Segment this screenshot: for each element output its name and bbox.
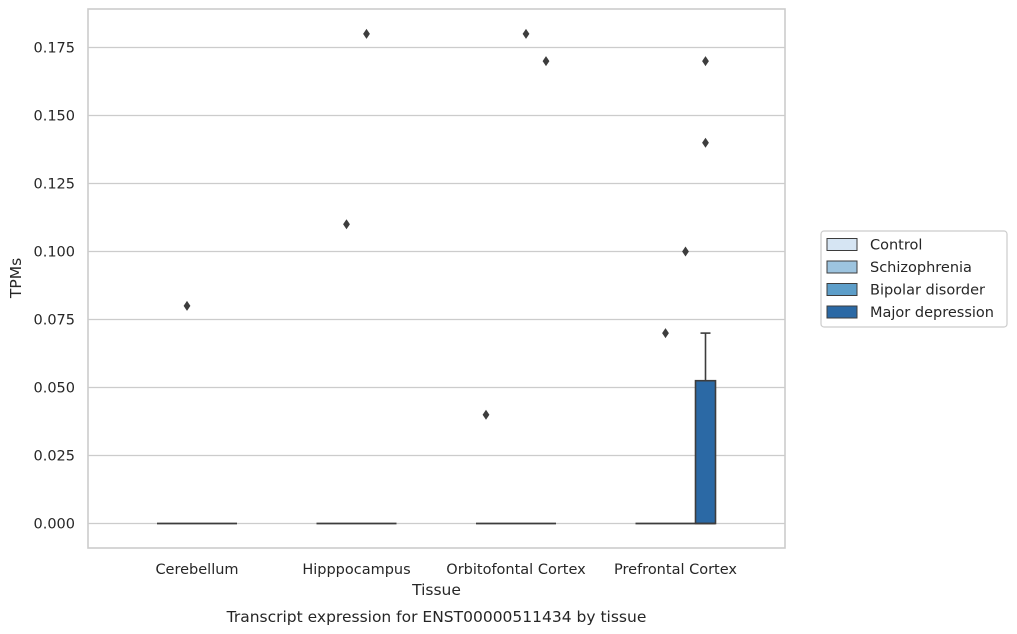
x-tick-label: Hipppocampus — [302, 562, 410, 578]
legend-item: Schizophrenia — [826, 260, 972, 276]
y-tick-label: 0.125 — [33, 177, 75, 193]
y-tick-label: 0.075 — [33, 313, 75, 329]
legend-label: Control — [870, 238, 922, 254]
legend-label: Bipolar disorder — [870, 283, 985, 299]
legend-label: Schizophrenia — [870, 260, 972, 276]
y-tick-label: 0.150 — [33, 109, 75, 125]
outlier-point — [522, 28, 530, 39]
y-tick-label: 0.175 — [33, 41, 75, 57]
y-tick-label: 0.050 — [33, 381, 75, 397]
plot-area-frame — [87, 8, 786, 549]
legend-label: Major depression — [870, 305, 994, 321]
box-series — [157, 28, 717, 525]
legend-swatch — [826, 238, 858, 251]
box-1-2 — [356, 28, 377, 525]
legend-swatch — [826, 260, 858, 274]
y-tick-label: 0.100 — [33, 245, 75, 261]
gridlines — [88, 46, 785, 525]
box-0-1 — [177, 300, 197, 525]
legend-frame — [820, 230, 1008, 328]
box-3-2 — [675, 246, 696, 525]
box-2-3 — [536, 56, 556, 525]
box-body — [694, 379, 717, 525]
legend-swatch — [826, 305, 858, 319]
outlier-point — [702, 137, 709, 148]
x-axis-ticks: Cerebellum Hipppocampus Orbitofontal Corte… — [155, 562, 737, 578]
outlier-point — [662, 328, 669, 339]
outlier-point — [183, 300, 191, 311]
outlier-point — [542, 56, 550, 67]
x-tick-label: Orbitofontal Cortex — [446, 562, 586, 578]
y-axis-label: TPMs — [7, 258, 25, 299]
box-2-2 — [516, 28, 536, 525]
box-3-3 — [694, 56, 717, 525]
outlier-point — [702, 56, 709, 67]
legend-swatch — [826, 283, 858, 296]
legend-item: Control — [826, 238, 922, 254]
box-3-1 — [655, 328, 676, 525]
y-axis-ticks: 0.000 0.025 0.050 0.075 0.100 0.125 0.150 0.175 — [33, 41, 75, 533]
legend-item: Major depression — [826, 305, 994, 321]
outlier-point — [343, 219, 350, 230]
outlier-point — [482, 409, 490, 420]
legend: Control Schizophrenia Bipolar disorder Majo… — [820, 230, 1008, 328]
x-tick-label: Cerebellum — [155, 562, 238, 578]
outlier-point — [682, 246, 689, 257]
legend-item: Bipolar disorder — [826, 283, 985, 299]
figure-caption: Transcript expression for ENST0000051143… — [226, 608, 647, 626]
y-tick-label: 0.000 — [33, 517, 75, 533]
y-tick-label: 0.025 — [33, 449, 75, 465]
box-1-1 — [336, 219, 357, 525]
outlier-point — [363, 28, 370, 39]
x-axis-label: Tissue — [411, 581, 461, 599]
x-tick-label: Prefrontal Cortex — [614, 562, 737, 578]
box-2-0 — [476, 409, 496, 525]
